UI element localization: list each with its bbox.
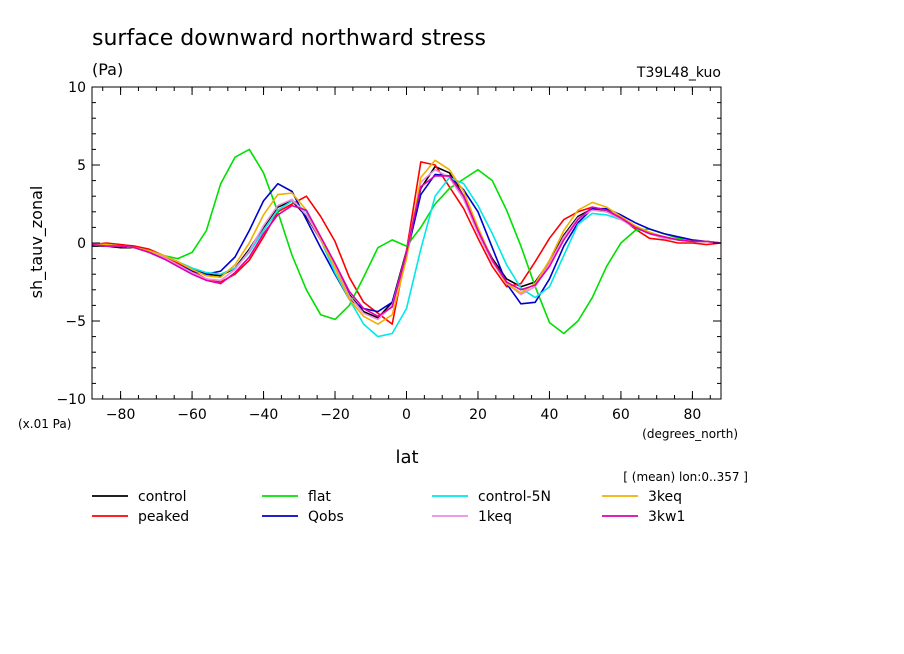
legend: control peaked flat Qobs control-5N 1keq 3keq 3… bbox=[92, 489, 685, 525]
x-tick-label: −60 bbox=[177, 407, 207, 423]
y-tick-label: −10 bbox=[56, 392, 86, 408]
legend-item-flat: flat bbox=[262, 489, 331, 505]
x-tick-label: 0 bbox=[402, 407, 411, 423]
legend-label: 3keq bbox=[648, 489, 682, 505]
subset-label: [ (mean) lon:0..357 ] bbox=[623, 470, 748, 484]
y-scale-label: (x.01 Pa) bbox=[18, 417, 71, 431]
legend-label: Qobs bbox=[308, 509, 344, 525]
legend-item-Qobs: Qobs bbox=[262, 509, 344, 525]
legend-label: 3kw1 bbox=[648, 509, 685, 525]
series-line-1keq bbox=[91, 168, 722, 321]
x-tick-label: 20 bbox=[469, 407, 487, 423]
x-tick-label: −80 bbox=[106, 407, 136, 423]
x-tick-label: 80 bbox=[683, 407, 701, 423]
y-tick-label: 5 bbox=[77, 158, 86, 174]
legend-item-1keq: 1keq bbox=[432, 509, 512, 525]
run-label: T39L48_kuo bbox=[636, 65, 721, 81]
series-line-Qobs bbox=[91, 173, 722, 313]
series-line-peaked bbox=[91, 161, 722, 325]
legend-item-control-5N: control-5N bbox=[432, 489, 551, 505]
series-line-3keq bbox=[92, 159, 722, 325]
legend-label: control bbox=[138, 489, 187, 505]
legend-item-control: control bbox=[92, 489, 187, 505]
y-axis-label: sh_tauv_zonal bbox=[27, 186, 47, 299]
series-line-control bbox=[92, 165, 722, 319]
x-axis-label: lat bbox=[395, 447, 418, 468]
x-tick-label: −20 bbox=[320, 407, 350, 423]
x-tick-label: 40 bbox=[541, 407, 559, 423]
series-line-3kw1 bbox=[91, 175, 722, 318]
legend-label: control-5N bbox=[478, 489, 551, 505]
y-tick-label: −5 bbox=[65, 314, 86, 330]
legend-label: 1keq bbox=[478, 509, 512, 525]
x-units-label: (degrees_north) bbox=[642, 427, 738, 441]
legend-item-3keq: 3keq bbox=[602, 489, 682, 505]
x-tick-label: 60 bbox=[612, 407, 630, 423]
series-line-control-5N bbox=[92, 176, 722, 338]
plot-frame bbox=[91, 86, 722, 400]
chart-title: surface downward northward stress bbox=[92, 26, 486, 51]
series-line-flat bbox=[91, 148, 722, 335]
y-tick-label: 10 bbox=[68, 80, 86, 96]
legend-item-3kw1: 3kw1 bbox=[602, 509, 685, 525]
legend-label: flat bbox=[308, 489, 331, 505]
x-tick-label: −40 bbox=[249, 407, 279, 423]
legend-label: peaked bbox=[138, 509, 189, 525]
legend-item-peaked: peaked bbox=[92, 509, 189, 525]
plot-area: −80 −60 −40 −20 0 20 40 60 80 −10 −5 0 5 10 bbox=[56, 80, 722, 423]
chart-units: (Pa) bbox=[92, 60, 123, 79]
y-tick-label: 0 bbox=[77, 236, 86, 252]
